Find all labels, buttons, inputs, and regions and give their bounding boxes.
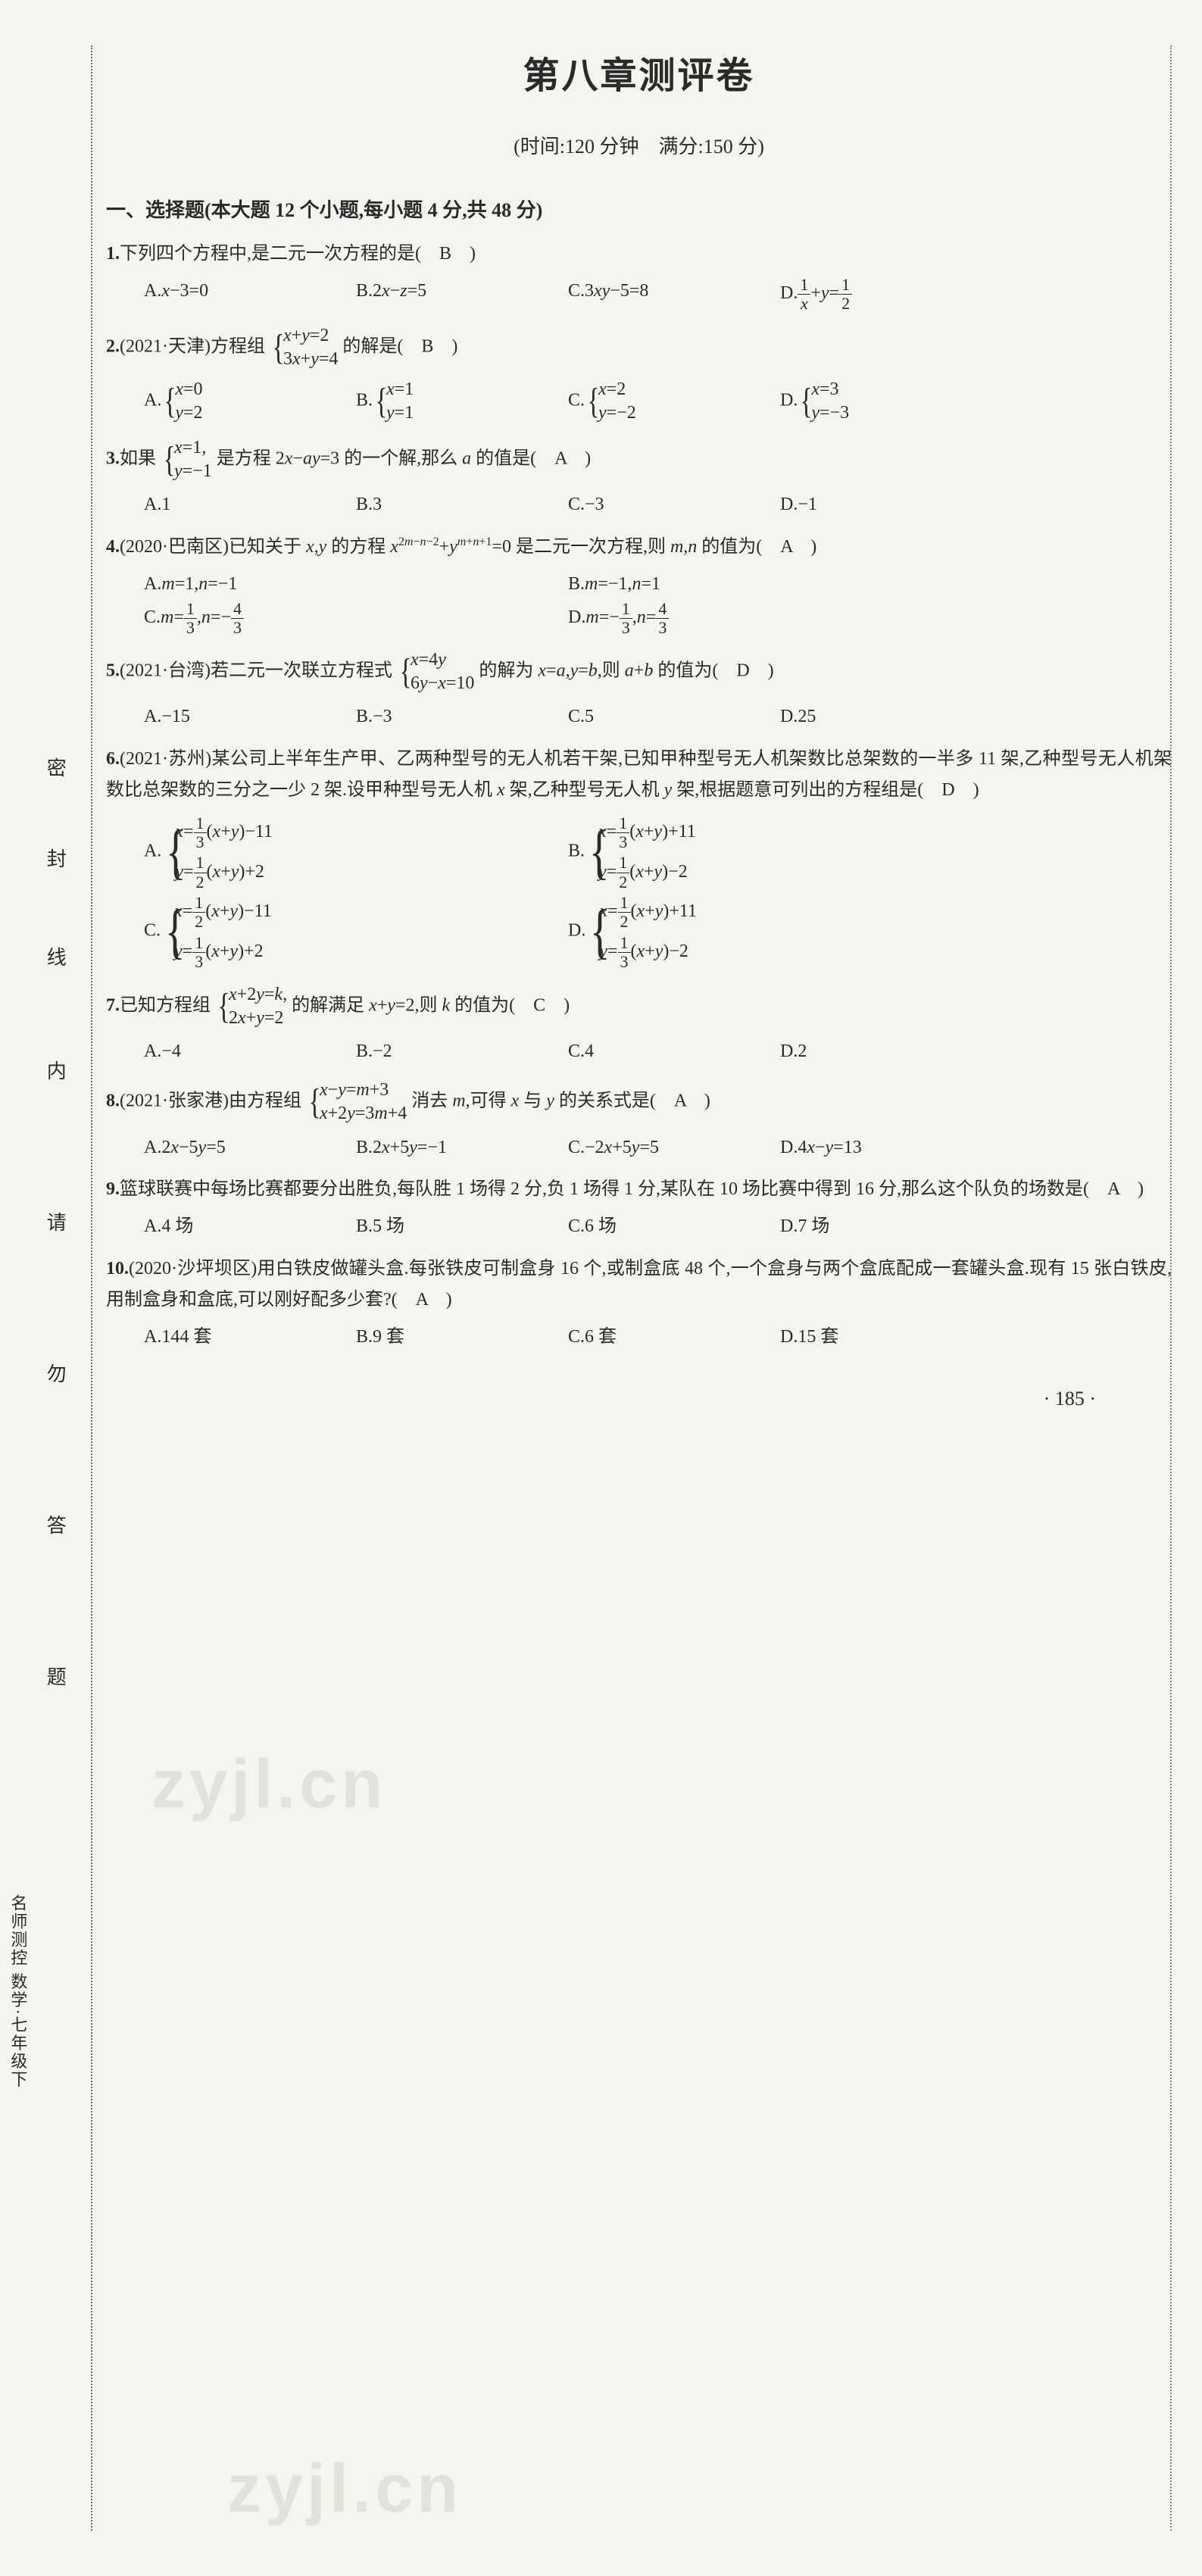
q6-num: 6. <box>106 749 120 769</box>
seal-char-da: 答 <box>38 1515 71 1557</box>
q9-option-b: B.5 场 <box>356 1211 568 1242</box>
q1-option-c: C.3xy−5=8 <box>568 276 780 313</box>
q5-option-c: C.5 <box>568 701 780 732</box>
question-8: 8.(2021·张家港)由方程组 x−y=m+3x+2y=3m+4 消去 m,可… <box>106 1079 1172 1163</box>
q9-option-d: D.7 场 <box>780 1211 992 1242</box>
q7-option-d: D.2 <box>780 1036 992 1067</box>
question-6: 6.(2021·苏州)某公司上半年生产甲、乙两种型号的无人机若干架,已知甲种型号… <box>106 744 1172 972</box>
q1-option-a: A.x−3=0 <box>144 276 356 313</box>
q10-option-a: A.144 套 <box>144 1322 356 1353</box>
question-2: 2.(2021·天津)方程组 x+y=23x+y=4 的解是( B ) A.x=… <box>106 324 1172 425</box>
book-spine-label: 名师测控 数学·七年级下 <box>4 1894 32 2500</box>
q8-pre: (2021·张家港)由方程组 <box>120 1091 301 1111</box>
q5-num: 5. <box>106 661 120 681</box>
q6-option-a: A.x=13(x+y)−11y=12(x+y)+2 <box>144 812 568 892</box>
q10-stem: (2020·沙坪坝区)用白铁皮做罐头盒.每张铁皮可制盒身 16 个,或制盒底 4… <box>106 1259 1172 1310</box>
q5-option-b: B.−3 <box>356 701 568 732</box>
q5-option-a: A.−15 <box>144 701 356 732</box>
q1-stem: 下列四个方程中,是二元一次方程的是( B ) <box>120 244 476 264</box>
q2-post: 的解是( B ) <box>342 337 457 357</box>
q6-option-b: B.x=13(x+y)+11y=12(x+y)−2 <box>568 812 992 892</box>
q3-option-a: A.1 <box>144 489 356 520</box>
q3-option-b: B.3 <box>356 489 568 520</box>
q4-option-a: A.m=1,n=−1 <box>144 569 568 600</box>
seal-char-ti: 题 <box>38 1666 71 1709</box>
watermark-1: zyjl.cn <box>151 1727 386 1843</box>
seal-char-mi: 密 <box>38 757 71 800</box>
q2-option-b: B.x=1y=1 <box>356 378 568 425</box>
q4-num: 4. <box>106 537 120 557</box>
q4-option-d: D.m=−13,n=43 <box>568 600 992 637</box>
q7-option-c: C.4 <box>568 1036 780 1067</box>
q2-system: x+y=23x+y=4 <box>270 324 338 371</box>
q7-option-b: B.−2 <box>356 1036 568 1067</box>
q2-option-a: A.x=0y=2 <box>144 378 356 425</box>
seal-char-qing: 请 <box>38 1212 71 1254</box>
q3-system: x=1,y=−1 <box>161 436 212 483</box>
q10-option-d: D.15 套 <box>780 1322 992 1353</box>
left-dotted-margin <box>91 45 92 2531</box>
question-4: 4.(2020·巴南区)已知关于 x,y 的方程 x2m−n−2+ym+n+1=… <box>106 532 1172 637</box>
q3-num: 3. <box>106 449 120 469</box>
q4-option-c: C.m=13,n=−43 <box>144 600 568 637</box>
page-number: · 185 · <box>106 1382 1172 1416</box>
q5-option-d: D.25 <box>780 701 992 732</box>
chapter-title: 第八章测评卷 <box>106 45 1172 108</box>
seal-char-feng: 封 <box>38 848 71 891</box>
q10-option-c: C.6 套 <box>568 1322 780 1353</box>
watermark-2: zyjl.cn <box>227 2431 462 2547</box>
q2-option-c: C.x=2y=−2 <box>568 378 780 425</box>
q2-num: 2. <box>106 337 120 357</box>
q5-system: x=4y6y−x=10 <box>397 648 474 695</box>
q4-option-b: B.m=−1,n=1 <box>568 569 992 600</box>
q9-option-a: A.4 场 <box>144 1211 356 1242</box>
right-dotted-margin <box>1170 45 1172 2531</box>
q6-option-c: C.x=12(x+y)−11y=13(x+y)+2 <box>144 891 568 972</box>
q8-num: 8. <box>106 1091 120 1111</box>
q1-option-d: D.1x+y=12 <box>780 276 992 313</box>
q8-option-a: A.2x−5y=5 <box>144 1132 356 1163</box>
question-3: 3.如果 x=1,y=−1 是方程 2x−ay=3 的一个解,那么 a 的值是(… <box>106 436 1172 520</box>
seal-char-wu: 勿 <box>38 1363 71 1406</box>
q9-option-c: C.6 场 <box>568 1211 780 1242</box>
q2-pre: (2021·天津)方程组 <box>120 337 265 357</box>
q10-option-b: B.9 套 <box>356 1322 568 1353</box>
q5-pre: (2021·台湾)若二元一次联立方程式 <box>120 661 392 681</box>
q9-stem: 篮球联赛中每场比赛都要分出胜负,每队胜 1 场得 2 分,负 1 场得 1 分,… <box>120 1179 1144 1199</box>
question-9: 9.篮球联赛中每场比赛都要分出胜负,每队胜 1 场得 2 分,负 1 场得 1 … <box>106 1174 1172 1242</box>
q1-num: 1. <box>106 244 120 264</box>
section-header: 一、选择题(本大题 12 个小题,每小题 4 分,共 48 分) <box>106 194 1172 227</box>
q1-option-b: B.2x−z=5 <box>356 276 568 313</box>
q9-num: 9. <box>106 1179 120 1199</box>
q8-option-c: C.−2x+5y=5 <box>568 1132 780 1163</box>
q7-system: x+2y=k,2x+y=2 <box>215 983 287 1030</box>
question-10: 10.(2020·沙坪坝区)用白铁皮做罐头盒.每张铁皮可制盒身 16 个,或制盒… <box>106 1254 1172 1352</box>
q2-option-d: D.x=3y=−3 <box>780 378 992 425</box>
seal-char-xian: 线 <box>38 947 71 989</box>
q3-pre: 如果 <box>120 449 156 469</box>
q8-option-b: B.2x+5y=−1 <box>356 1132 568 1163</box>
q8-option-d: D.4x−y=13 <box>780 1132 992 1163</box>
question-5: 5.(2021·台湾)若二元一次联立方程式 x=4y6y−x=10 的解为 x=… <box>106 648 1172 732</box>
q6-option-d: D.x=12(x+y)+11y=13(x+y)−2 <box>568 891 992 972</box>
q8-system: x−y=m+3x+2y=3m+4 <box>306 1079 407 1126</box>
exam-subtitle: (时间:120 分钟 满分:150 分) <box>106 130 1172 164</box>
q3-option-c: C.−3 <box>568 489 780 520</box>
q10-num: 10. <box>106 1259 129 1279</box>
question-1: 1.下列四个方程中,是二元一次方程的是( B ) A.x−3=0 B.2x−z=… <box>106 239 1172 313</box>
q3-option-d: D.−1 <box>780 489 992 520</box>
q7-option-a: A.−4 <box>144 1036 356 1067</box>
question-7: 7.已知方程组 x+2y=k,2x+y=2 的解满足 x+y=2,则 k 的值为… <box>106 983 1172 1067</box>
q7-num: 7. <box>106 996 120 1016</box>
seal-char-nei: 内 <box>38 1060 71 1103</box>
q7-pre: 已知方程组 <box>120 996 211 1016</box>
